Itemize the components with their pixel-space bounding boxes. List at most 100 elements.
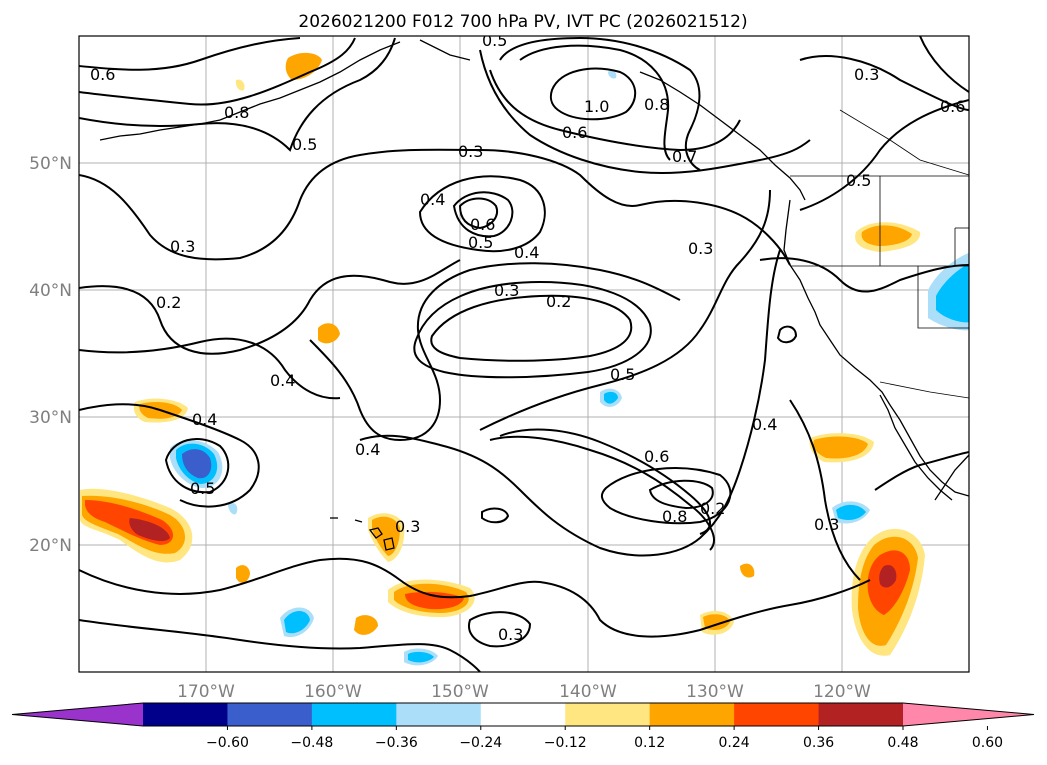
colorbar-swatch [396, 703, 482, 726]
map-frame [78, 35, 970, 673]
border-bc-alaska [839, 109, 969, 176]
contour-label: 0.3 [814, 515, 839, 534]
lat-label: 40°N [29, 281, 72, 301]
lon-label: 150°W [431, 682, 489, 702]
coast-hawaii-1 [368, 527, 383, 539]
pv-contour-0.3-ring [413, 280, 652, 379]
pv-contour-0.4-west-30n [79, 403, 260, 508]
map-panel: 0.6 0.8 0.5 0.3 0.4 0.6 0.5 0.3 0.2 0.4 … [79, 31, 969, 672]
pv-contour-0.6-central [489, 435, 715, 551]
contour-label: 0.6 [90, 65, 115, 84]
contour-label: 0.5 [468, 233, 493, 252]
pv-contour-0.5-east [799, 99, 969, 211]
colorbar-swatch [734, 703, 820, 726]
contour-label: 0.3 [854, 65, 879, 84]
pv-contour-0.3-ne [799, 55, 969, 111]
contour-label: 0.4 [355, 440, 380, 459]
contour-label: 0.6 [470, 215, 495, 234]
pv-contour-0.4-central [359, 249, 781, 557]
colorbar-outline [11, 702, 1035, 727]
pv-contour-north-0.5 [79, 37, 396, 152]
lon-label: 160°W [304, 682, 362, 702]
pv-contour-0.8-ne [519, 44, 671, 161]
pv-contour-0.6-ring [458, 197, 498, 230]
ivt-patch-east-30n-core [813, 436, 868, 459]
ivt-patch-neg-south-2-core [408, 651, 434, 663]
ivt-patch-west-subtropics-peak [129, 518, 170, 542]
ivt-patch-baja-peak [879, 564, 897, 588]
colorbar-swatch [818, 703, 904, 726]
pv-contour-1.0-ring [549, 67, 636, 121]
ivt-patch-south-central-core [405, 591, 464, 610]
colorbar-tick-label: −0.60 [206, 735, 249, 751]
coast-baja [879, 394, 953, 501]
ivt-patch-west-25n-neg-core [182, 449, 212, 479]
contour-labels: 0.6 0.8 0.5 0.3 0.4 0.6 0.5 0.3 0.2 0.4 … [90, 31, 965, 644]
colorbar: −0.60 −0.48 −0.36 −0.24 −0.12 0.12 0.24 0.36 0.4… [11, 702, 1035, 751]
contour-label: 0.4 [192, 410, 217, 429]
colorbar-tick-label: 0.24 [719, 735, 750, 751]
colorbar-tick-label: −0.24 [459, 735, 502, 751]
ivt-patch-small-4 [236, 565, 250, 583]
pv-contour-small-ring-2 [481, 507, 510, 524]
contour-label: 0.8 [662, 507, 687, 526]
lat-label: 50°N [29, 154, 72, 174]
pv-contour-0.4-south [79, 619, 481, 672]
contour-label: 0.5 [610, 365, 635, 384]
pv-contour-0.3-central [309, 262, 681, 442]
pv-contour-0.8-ring [600, 467, 732, 525]
contour-label: 0.2 [546, 292, 571, 311]
pv-contour-0.8-inner [648, 479, 714, 510]
pv-contour-small-ring-1 [776, 325, 798, 344]
colorbar-swatch [311, 703, 397, 726]
ivt-patch-small-1 [235, 79, 245, 91]
figure-title: 2026021200 F012 700 hPa PV, IVT PC (2026… [298, 12, 747, 32]
contour-label: 0.3 [494, 281, 519, 300]
pv-contour-0.2-east [789, 399, 861, 581]
pv-contour-0.4-ring [418, 175, 546, 253]
pv-contour-north-0.8 [79, 37, 356, 106]
ivt-patch-small-2 [318, 323, 340, 344]
ivt-patch-neg-gulf-alaska [608, 70, 617, 79]
ivt-patch-neg-small-1-core [604, 391, 618, 404]
contour-label: 0.2 [700, 499, 725, 518]
contour-label: 0.5 [482, 31, 507, 50]
lon-label: 120°W [813, 682, 871, 702]
contour-label: 0.5 [292, 135, 317, 154]
contour-label: 0.5 [846, 171, 871, 190]
longitude-labels: 170°W 160°W 150°W 140°W 130°W 120°W [177, 682, 871, 702]
pv-contour-0.2-ring [430, 294, 633, 362]
contour-label: 0.4 [514, 243, 539, 262]
colorbar-swatch [649, 703, 735, 726]
contour-label: 0.3 [498, 625, 523, 644]
contour-label: 0.3 [458, 142, 483, 161]
contour-label: 0.6 [644, 447, 669, 466]
lat-label: 20°N [29, 536, 72, 556]
coast-aleutians [99, 41, 401, 141]
latitude-labels: 50°N 40°N 30°N 20°N [29, 154, 72, 556]
colorbar-extend-low [12, 703, 143, 726]
ivt-patch-neg-east-core [836, 504, 866, 520]
contour-label: 0.3 [170, 237, 195, 256]
lon-label: 130°W [686, 682, 744, 702]
coast-alaska-south [419, 39, 471, 61]
pv-contour-0.5-west-ring [164, 437, 230, 494]
pv-contour-0.7-central [499, 428, 712, 535]
ivt-patch-neg-great-basin-core [936, 263, 969, 323]
pv-contour-0.3-north [79, 148, 791, 266]
lon-label: 140°W [559, 682, 617, 702]
coast-mainland-mexico [934, 454, 969, 501]
contour-label: 0.4 [420, 190, 445, 209]
colorbar-extend-high [903, 703, 1034, 726]
contour-label: 0.5 [190, 479, 215, 498]
contour-label: 0.3 [395, 517, 420, 536]
ivt-patch-california-core [861, 225, 912, 246]
contour-label: 0.8 [224, 103, 249, 122]
gridlines [79, 36, 969, 672]
colorbar-tick-label: 0.48 [887, 735, 918, 751]
lat-label: 30°N [29, 408, 72, 428]
coast-bc-panhandle [639, 71, 806, 201]
colorbar-tick-label: −0.36 [375, 735, 418, 751]
contour-label: 0.7 [672, 147, 697, 166]
